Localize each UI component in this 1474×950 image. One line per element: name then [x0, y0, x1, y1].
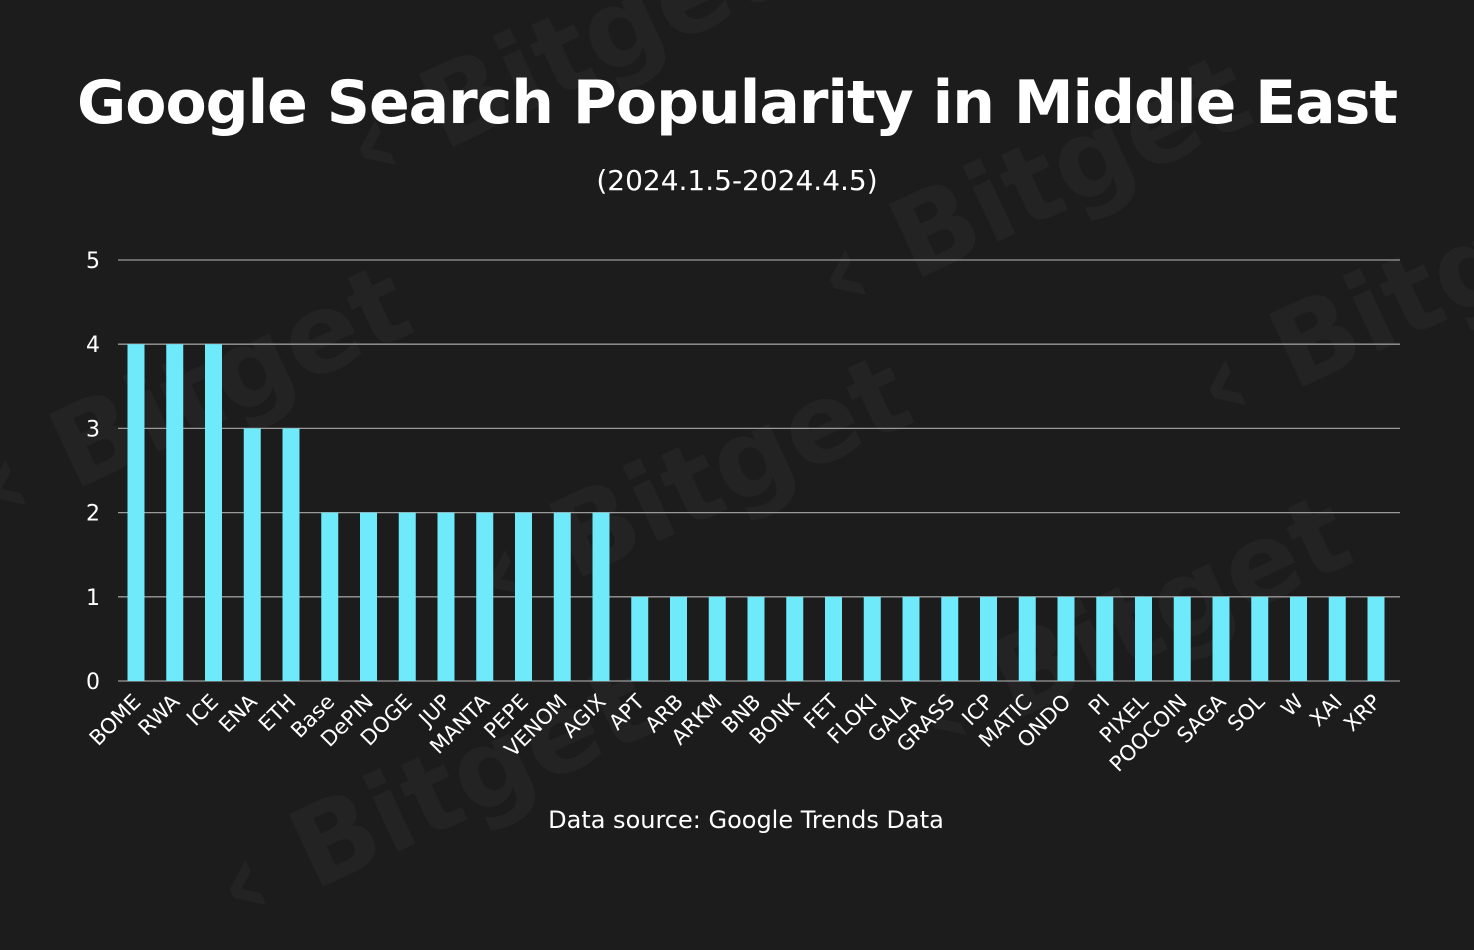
- bar-depin: [360, 512, 377, 681]
- bar-agix: [592, 512, 610, 681]
- data-source: Data source: Google Trends Data: [548, 806, 944, 834]
- y-tick-label: 2: [86, 502, 100, 527]
- x-tick-label: RWA: [134, 689, 185, 740]
- bar-matic: [1018, 596, 1036, 681]
- bar-manta: [476, 512, 494, 681]
- y-tick-label: 0: [86, 670, 100, 695]
- chart-title: Google Search Popularity in Middle East: [76, 68, 1398, 138]
- bar-saga: [1212, 596, 1230, 681]
- chart-subtitle: (2024.1.5-2024.4.5): [596, 164, 878, 197]
- bar-pepe: [515, 512, 532, 681]
- bar-grass: [941, 596, 959, 681]
- y-tick-label: 1: [86, 586, 100, 611]
- bar-gala: [902, 596, 920, 681]
- bar-bnb: [747, 596, 765, 681]
- bar-eth: [282, 428, 300, 681]
- bar-poocoin: [1173, 596, 1191, 681]
- bar-xrp: [1367, 596, 1385, 681]
- x-tick-label: SOL: [1223, 689, 1270, 736]
- bar-pixel: [1135, 596, 1152, 681]
- x-tick-label: ICE: [182, 690, 223, 731]
- y-tick-label: 4: [86, 333, 100, 358]
- bar-chart: 012345BOMERWAICEENAETHBaseDePINDOGEJUPMA…: [85, 249, 1400, 776]
- bar-ondo: [1057, 596, 1075, 681]
- bar-w: [1290, 596, 1307, 681]
- y-tick-label: 3: [86, 417, 100, 442]
- x-tick-label: XAI: [1305, 690, 1347, 732]
- bar-icp: [980, 596, 997, 681]
- bar-rwa: [166, 344, 184, 681]
- bar-pi: [1096, 596, 1114, 681]
- bar-arb: [670, 596, 687, 681]
- bar-sol: [1251, 596, 1269, 681]
- bar-arkm: [708, 596, 726, 681]
- x-tick-label: XRP: [1339, 690, 1385, 736]
- bar-xai: [1328, 596, 1346, 681]
- bar-ice: [205, 344, 222, 681]
- bar-floki: [863, 596, 881, 681]
- bar-jup: [437, 512, 455, 681]
- x-tick-label: APT: [604, 689, 649, 734]
- x-tick-label: AGIX: [558, 690, 611, 743]
- bar-doge: [398, 512, 416, 681]
- x-tick-label: W: [1276, 689, 1308, 721]
- bar-apt: [631, 596, 649, 681]
- bar-base: [321, 512, 339, 681]
- bar-venom: [553, 512, 571, 681]
- bar-ena: [243, 428, 261, 681]
- y-tick-label: 5: [86, 249, 100, 274]
- bar-bome: [127, 344, 145, 681]
- x-tick-label: ENA: [214, 689, 262, 737]
- bar-bonk: [786, 596, 804, 681]
- bar-fet: [825, 596, 842, 681]
